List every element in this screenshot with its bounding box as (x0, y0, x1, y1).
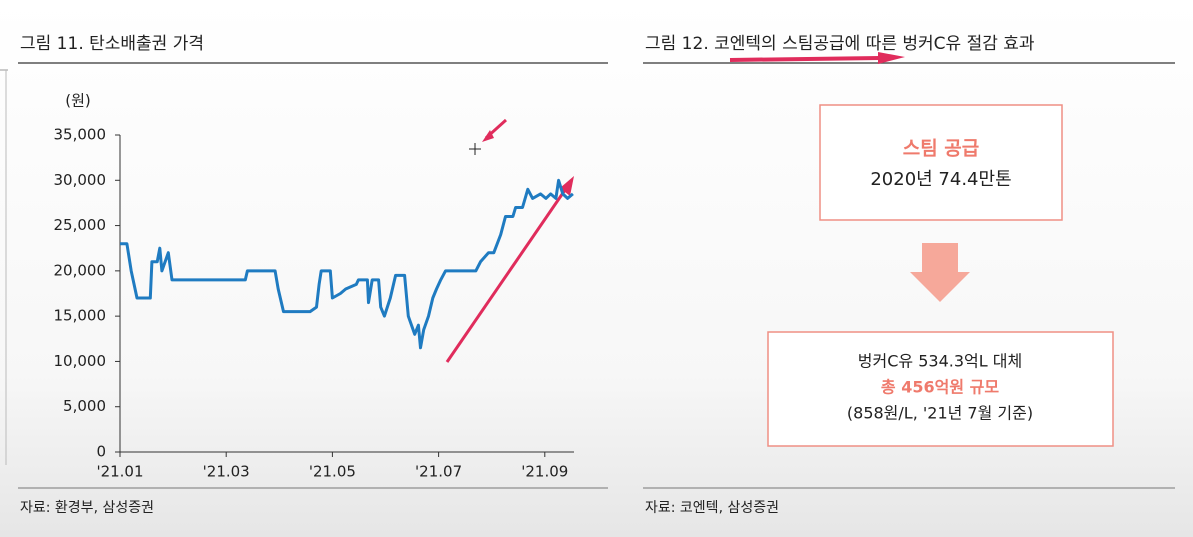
y-tick-label: 10,000 (54, 352, 107, 370)
figure-title: 그림 12. 코엔텍의 스팀공급에 따른 벙커C유 절감 효과 (645, 34, 1035, 54)
x-tick-label: '21.01 (96, 463, 143, 481)
cursor (469, 143, 481, 155)
y-tick-label: 15,000 (54, 307, 107, 325)
y-tick-label: 5,000 (63, 397, 106, 415)
annotation-arrow (445, 189, 567, 363)
line-series (120, 178, 574, 350)
box-heading: 스팀 공급 (903, 138, 980, 160)
box-text: 2020년 74.4만톤 (870, 169, 1011, 190)
y-tick-label: 0 (96, 443, 106, 461)
down-arrow (910, 243, 970, 302)
box (819, 104, 1063, 221)
y-tick-label: 30,000 (54, 171, 107, 189)
x-tick-label: '21.09 (521, 463, 568, 481)
source: 자료: 코엔텍, 삼성증권 (645, 500, 779, 516)
annotation-stroke (729, 56, 881, 62)
box (767, 331, 1114, 447)
annotation-arrowhead (878, 52, 905, 64)
annotation-arrowhead (560, 176, 574, 196)
x-tick-label: '21.05 (309, 463, 356, 481)
box-text: (858원/L, '21년 7월 기준) (847, 404, 1033, 423)
x-tick-label: '21.07 (415, 463, 462, 481)
figure-title: 그림 11. 탄소배출권 가격 (20, 34, 204, 54)
box-text: 벙커C유 534.3억L 대체 (858, 352, 1022, 371)
y-tick-label: 35,000 (54, 126, 107, 144)
box-heading: 총 456억원 규모 (881, 378, 999, 397)
y-tick-label: 25,000 (54, 216, 107, 234)
y-tick-label: 20,000 (54, 261, 107, 279)
x-tick-label: '21.03 (203, 463, 250, 481)
y-axis-unit: (원) (65, 92, 91, 110)
annotation-arrowhead (482, 130, 494, 142)
source: 자료: 환경부, 삼성증권 (20, 500, 154, 516)
